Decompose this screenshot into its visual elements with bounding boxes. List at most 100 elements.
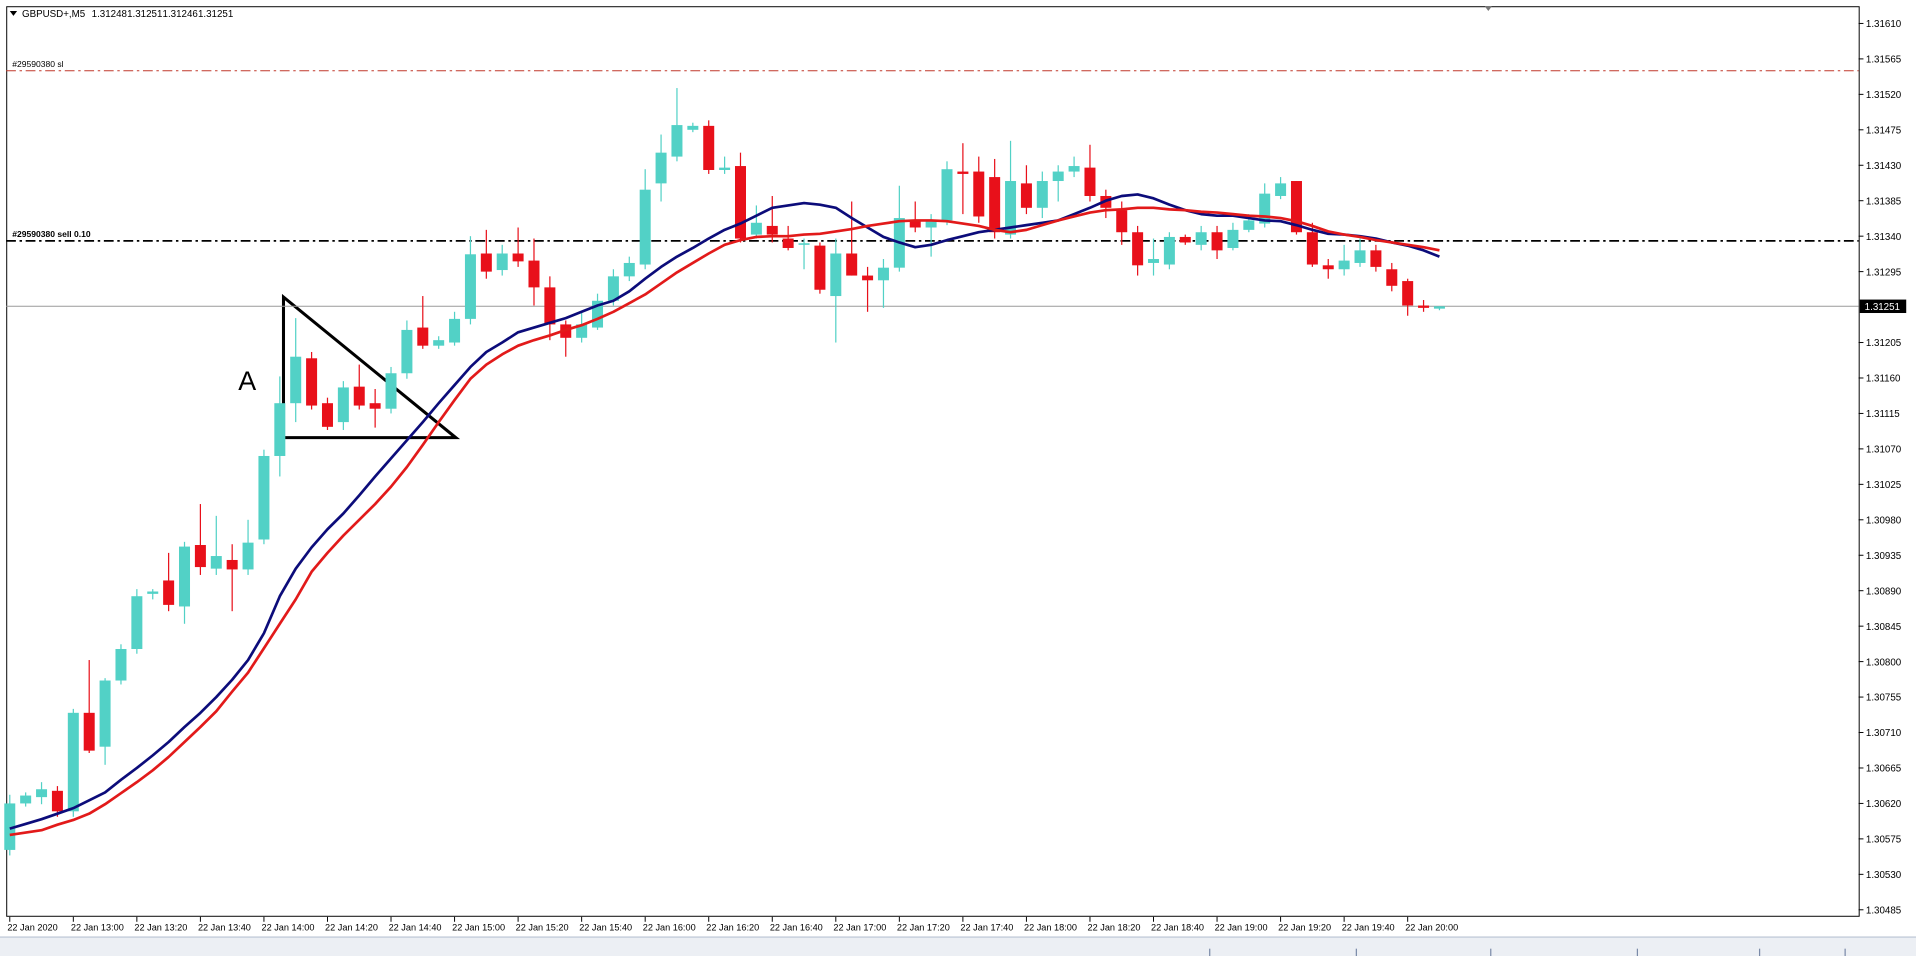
candle-body [1243, 220, 1255, 230]
candle-body [846, 253, 858, 276]
order-label: #29590380 sell 0.10 [12, 229, 91, 239]
candle-body [1148, 259, 1160, 263]
y-tick-label: 1.30935 [1866, 551, 1902, 562]
candle-body [226, 559, 238, 570]
candle-body [179, 546, 191, 607]
candle-body [464, 254, 476, 319]
candles [4, 88, 1445, 856]
y-tick-label: 1.30845 [1866, 622, 1902, 633]
x-tick-label: 22 Jan 13:00 [71, 922, 124, 932]
candle-body [655, 152, 667, 184]
candle-body [592, 300, 604, 328]
moving-average [9, 193, 1440, 830]
candle-body [194, 545, 206, 568]
x-tick-label: 22 Jan 17:40 [960, 922, 1013, 932]
order-label: #29590380 sl [12, 59, 63, 69]
candle-body [1259, 193, 1271, 224]
candle-body [1084, 167, 1096, 196]
candle-body [1354, 250, 1366, 263]
candle-body [433, 340, 445, 346]
x-tick-label: 22 Jan 15:20 [516, 922, 569, 932]
candle-body [782, 238, 794, 248]
ohlc-high: 1.31251 [127, 9, 162, 20]
candle-body [417, 327, 429, 346]
y-tick-label: 1.31565 [1866, 55, 1902, 66]
x-tick-label: 22 Jan 18:40 [1151, 922, 1204, 932]
candle-body [1370, 250, 1382, 267]
candle-body [512, 253, 524, 262]
candle-body [909, 220, 921, 228]
candle-body [449, 318, 461, 343]
candle-body [36, 789, 48, 798]
candle-body [1306, 232, 1318, 265]
candle-body [1068, 166, 1080, 172]
candle-body [798, 243, 810, 245]
candle-body [576, 324, 588, 338]
candle-body [242, 542, 254, 570]
menu-arrow [9, 11, 18, 16]
x-tick-label: 22 Jan 13:40 [198, 922, 251, 932]
y-tick-label: 1.30530 [1866, 870, 1902, 881]
candle-body [337, 387, 349, 423]
candle-body [51, 790, 63, 812]
candle-body [1338, 260, 1350, 270]
x-tick-label: 22 Jan 16:40 [770, 922, 823, 932]
x-tick-label: 22 Jan 17:20 [897, 922, 950, 932]
y-tick-label: 1.30980 [1866, 515, 1902, 526]
y-tick-label: 1.31115 [1866, 409, 1900, 420]
candle-body [131, 596, 143, 650]
candle-body [1433, 306, 1445, 309]
candle-body [401, 329, 413, 374]
x-tick-label: 22 Jan 20:00 [1405, 922, 1458, 932]
candle-body [703, 125, 715, 170]
y-tick-label: 1.31070 [1866, 445, 1902, 456]
candle-body [1402, 281, 1414, 306]
candle-body [973, 171, 985, 217]
moving-average [9, 206, 1440, 837]
candle-body [385, 373, 397, 409]
ohlc-close: 1.31251 [198, 9, 233, 20]
candle-body [877, 267, 889, 281]
candle-body [1132, 232, 1144, 266]
candle-body [274, 403, 286, 456]
price-box-label: 1.31251 [1865, 302, 1900, 313]
tab-separators [1209, 948, 1846, 956]
plot-frame [6, 6, 1860, 917]
candle-body [20, 795, 32, 804]
x-tick-label: 22 Jan 15:00 [452, 922, 505, 932]
candle-body [1322, 265, 1334, 270]
candle-body [306, 358, 318, 406]
y-tick-label: 1.30620 [1866, 799, 1902, 810]
candle-body [99, 680, 111, 747]
candle-body [1005, 181, 1017, 235]
candle-body [210, 556, 222, 569]
candle-body [353, 386, 365, 406]
candle-body [67, 712, 79, 812]
candle-body [814, 245, 826, 290]
y-tick-label: 1.31205 [1866, 338, 1902, 349]
candle-body [1163, 236, 1175, 265]
candle-body [1116, 210, 1128, 233]
candle-body [1227, 229, 1239, 248]
y-tick-label: 1.30575 [1866, 835, 1902, 846]
candle-body [321, 403, 333, 427]
candle-body [1211, 232, 1223, 251]
candle-body [639, 189, 651, 265]
candle-body [147, 591, 159, 594]
candle-body [766, 225, 778, 235]
candle-body [1418, 305, 1430, 308]
candle-body [671, 125, 683, 157]
candle-body [1036, 181, 1048, 208]
x-tick-label: 22 Jan 15:40 [579, 922, 632, 932]
chart-title: GBPUSD+,M5 [22, 9, 86, 20]
candle-body [1020, 183, 1032, 208]
candle-body [1386, 269, 1398, 286]
shift-marker [1484, 6, 1492, 12]
x-tick-label: 22 Jan 16:00 [643, 922, 696, 932]
x-tick-label: 22 Jan 19:40 [1342, 922, 1395, 932]
y-tick-label: 1.31160 [1866, 374, 1901, 385]
x-tick-label: 22 Jan 14:00 [261, 922, 314, 932]
